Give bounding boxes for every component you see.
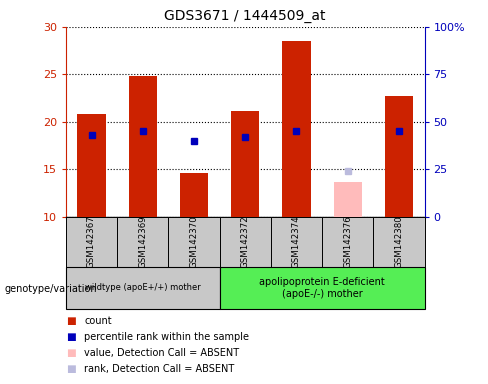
Bar <box>220 267 425 309</box>
Text: apolipoprotein E-deficient
(apoE-/-) mother: apolipoprotein E-deficient (apoE-/-) mot… <box>259 277 385 299</box>
Bar <box>168 217 220 267</box>
Text: ■: ■ <box>66 348 76 358</box>
Bar <box>231 111 259 217</box>
Bar <box>283 41 310 217</box>
Text: ■: ■ <box>66 332 76 342</box>
Text: rank, Detection Call = ABSENT: rank, Detection Call = ABSENT <box>84 364 235 374</box>
Bar <box>66 217 117 267</box>
Bar <box>322 217 373 267</box>
Text: GSM142376: GSM142376 <box>343 215 352 268</box>
Text: GSM142369: GSM142369 <box>138 215 147 268</box>
Bar <box>66 267 220 309</box>
Text: GSM142372: GSM142372 <box>241 215 250 268</box>
Text: GSM142374: GSM142374 <box>292 215 301 268</box>
Bar <box>220 217 271 267</box>
Bar <box>385 96 413 217</box>
Text: GSM142380: GSM142380 <box>394 215 404 268</box>
Bar <box>271 217 322 267</box>
Text: wildtype (apoE+/+) mother: wildtype (apoE+/+) mother <box>85 283 201 293</box>
Text: ■: ■ <box>66 364 76 374</box>
Title: GDS3671 / 1444509_at: GDS3671 / 1444509_at <box>164 9 326 23</box>
Bar <box>117 217 168 267</box>
Text: GSM142370: GSM142370 <box>189 215 199 268</box>
Text: count: count <box>84 316 112 326</box>
Bar <box>129 76 157 217</box>
Text: value, Detection Call = ABSENT: value, Detection Call = ABSENT <box>84 348 240 358</box>
Bar <box>180 173 208 217</box>
Text: GSM142367: GSM142367 <box>87 215 96 268</box>
Text: percentile rank within the sample: percentile rank within the sample <box>84 332 249 342</box>
Bar <box>334 182 362 217</box>
Bar <box>373 217 425 267</box>
Text: genotype/variation: genotype/variation <box>5 284 98 294</box>
Text: ■: ■ <box>66 316 76 326</box>
Bar <box>78 114 105 217</box>
